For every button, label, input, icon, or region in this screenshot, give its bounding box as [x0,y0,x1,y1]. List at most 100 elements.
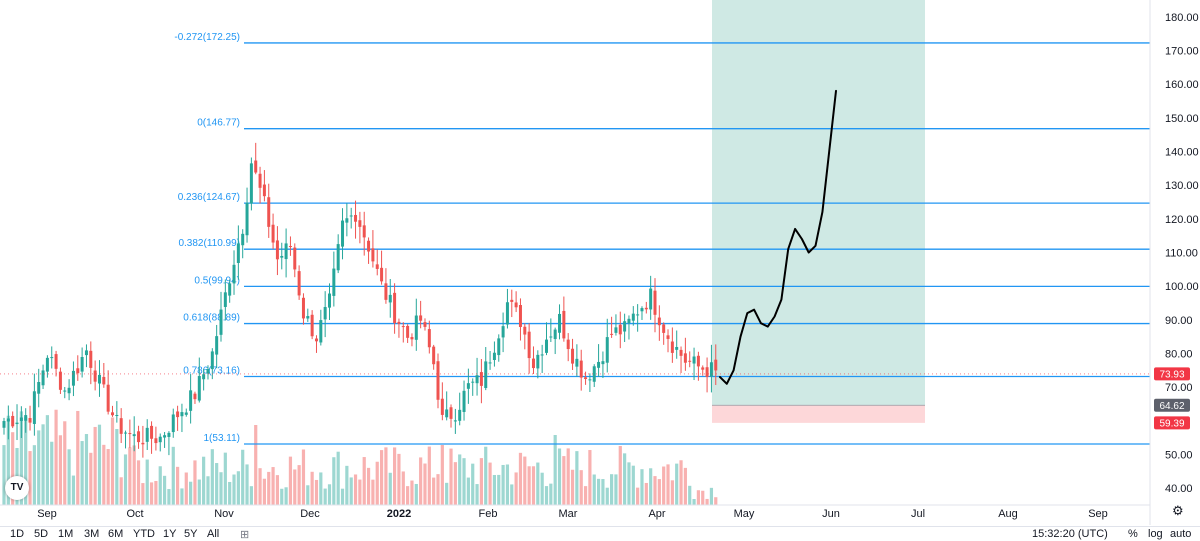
range-1y-button[interactable]: 1Y [163,528,177,540]
price-axis[interactable]: 180.00 170.00 160.00 150.00 140.00 130.00 120.… [1165,12,1199,495]
candle-body [93,370,97,382]
volume-bar [184,472,188,505]
volume-bar [592,474,596,505]
volume-bar [228,481,232,505]
time-axis-tick: Sep [1088,508,1108,520]
candle-body [419,315,423,321]
volume-bar [388,472,392,505]
range-6m-button[interactable]: 6M [108,528,124,540]
volume-bar [249,486,253,505]
volume-bar [670,480,674,505]
volume-bar [414,483,418,505]
tradingview-logo-icon[interactable]: TV [5,476,29,500]
candle-body [354,214,358,222]
volume-bar [453,462,457,505]
percent-toggle[interactable]: % [1128,528,1138,540]
range-5y-button[interactable]: 5Y [184,528,198,540]
volume-bar [254,425,258,505]
compare-icon[interactable]: ⊞ [240,529,250,541]
candle-body [584,377,588,380]
candle-body [41,370,45,386]
price-axis-tick: 80.00 [1165,349,1193,361]
candle-body [605,337,609,363]
candle-body [631,313,635,321]
volume-bar [705,498,709,505]
volume-bar [93,426,97,505]
candle-body [45,357,49,372]
candle-body [553,329,557,340]
volume-bar [132,445,136,505]
candle-body [432,346,436,365]
range-5d-button[interactable]: 5D [34,528,49,540]
volume-bar [531,466,536,505]
candle-body [640,308,644,312]
volume-bar [223,452,227,505]
candle-body [258,173,262,188]
range-all-button[interactable]: All [207,528,220,540]
volume-bar [610,474,614,505]
time-axis[interactable]: Sep Oct Nov Dec 2022 Feb Mar Apr May Jun Jul Aug Sep [37,508,1108,520]
candle-body [189,390,193,411]
candle-body [597,361,601,368]
volume-bar [189,481,193,505]
candle-body [301,297,305,319]
candle-body [406,325,410,338]
time-axis-tick: May [734,508,755,520]
auto-toggle[interactable]: auto [1170,528,1192,540]
candle-body [423,322,427,327]
range-3m-button[interactable]: 3M [84,528,100,540]
gear-icon[interactable]: ⚙ [1172,503,1184,518]
volume-bar [45,415,49,505]
candle-body [215,336,219,355]
volume-bar [696,490,700,505]
candle-body [644,307,648,310]
range-1m-button[interactable]: 1M [58,528,74,540]
clock-time[interactable]: 15:32:20 (UTC) [1032,528,1108,540]
volume-bar [180,488,184,505]
fib-level-label: 1(53.11) [203,433,240,444]
price-axis-tick: 140.00 [1165,147,1199,159]
volume-bar [549,483,553,505]
volume-bar [497,474,501,505]
stop-zone[interactable] [712,405,925,423]
fib-level-label: 0.786(73.16) [183,366,240,377]
candle-body [32,391,36,424]
candle-body [176,411,180,418]
volume-bar [557,448,562,505]
candle-body [106,384,110,412]
price-axis-tick: 130.00 [1165,180,1199,192]
candle-body [531,358,535,369]
volume-bar [601,479,605,505]
volume-bar [527,466,531,505]
volume-bar [562,456,566,505]
projection-line[interactable] [719,89,837,385]
volume-bar [488,462,492,505]
volume-bar [167,489,171,505]
candle-body [271,224,275,243]
candle-body [449,407,453,419]
candle-body [696,355,700,367]
range-ytd-button[interactable]: YTD [133,528,155,540]
candle-body [210,351,214,370]
volume-bar [631,465,635,505]
candle-body [453,420,457,422]
log-toggle[interactable]: log [1148,528,1163,540]
volume-bar [583,486,588,505]
price-chart[interactable]: -0.272(172.25) 0(146.77) 0.236(124.67) 0.38… [0,0,1200,525]
time-axis-tick: Jul [911,508,925,520]
candle-body [223,292,227,307]
candle-body [514,302,518,308]
candle-body [479,372,483,386]
candle-body [267,197,271,227]
volume-bar [102,444,106,505]
volume-bar [271,467,275,505]
candle-body [28,418,32,423]
range-1d-button[interactable]: 1D [10,528,25,540]
candle-body [232,264,236,284]
volume-bar [605,487,609,505]
candle-body [6,418,10,422]
candle-body [527,331,531,359]
candle-body [562,310,566,339]
candle-body [76,368,80,374]
volume-bar [366,467,371,505]
